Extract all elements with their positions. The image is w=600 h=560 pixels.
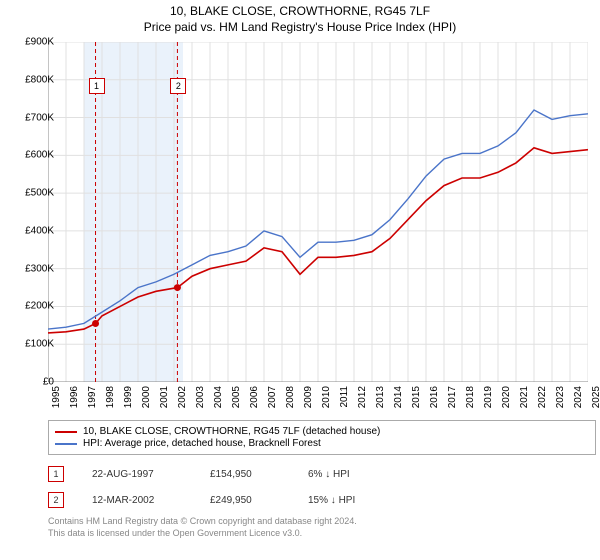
transaction-date: 22-AUG-1997 bbox=[92, 469, 182, 480]
x-tick-label: 2008 bbox=[285, 386, 296, 408]
event-marker: 2 bbox=[170, 78, 186, 94]
transaction-pct: 15% ↓ HPI bbox=[308, 495, 355, 506]
legend-label: 10, BLAKE CLOSE, CROWTHORNE, RG45 7LF (d… bbox=[83, 426, 380, 437]
chart-container: 10, BLAKE CLOSE, CROWTHORNE, RG45 7LF Pr… bbox=[0, 0, 600, 560]
legend-swatch bbox=[55, 443, 77, 445]
x-tick-label: 2025 bbox=[591, 386, 600, 408]
y-tick-label: £600K bbox=[25, 150, 54, 161]
legend: 10, BLAKE CLOSE, CROWTHORNE, RG45 7LF (d… bbox=[48, 420, 596, 455]
y-tick-label: £700K bbox=[25, 112, 54, 123]
y-tick-label: £200K bbox=[25, 301, 54, 312]
transaction-row: 2 12-MAR-2002 £249,950 15% ↓ HPI bbox=[48, 492, 355, 508]
chart-area bbox=[48, 42, 588, 382]
x-tick-label: 2005 bbox=[231, 386, 242, 408]
x-tick-label: 2015 bbox=[411, 386, 422, 408]
x-tick-label: 2019 bbox=[483, 386, 494, 408]
x-tick-label: 2011 bbox=[339, 386, 350, 408]
x-tick-label: 2018 bbox=[465, 386, 476, 408]
footer-line2: This data is licensed under the Open Gov… bbox=[48, 528, 357, 540]
transaction-pct: 6% ↓ HPI bbox=[308, 469, 350, 480]
y-tick-label: £100K bbox=[25, 339, 54, 350]
x-tick-label: 2004 bbox=[213, 386, 224, 408]
x-tick-label: 2007 bbox=[267, 386, 278, 408]
title-address: 10, BLAKE CLOSE, CROWTHORNE, RG45 7LF bbox=[0, 4, 600, 18]
transaction-date: 12-MAR-2002 bbox=[92, 495, 182, 506]
x-tick-label: 2020 bbox=[501, 386, 512, 408]
x-tick-label: 2010 bbox=[321, 386, 332, 408]
x-tick-label: 2024 bbox=[573, 386, 584, 408]
chart-titles: 10, BLAKE CLOSE, CROWTHORNE, RG45 7LF Pr… bbox=[0, 0, 600, 34]
transaction-rows: 1 22-AUG-1997 £154,950 6% ↓ HPI 2 12-MAR-2002… bbox=[48, 466, 355, 518]
legend-item: HPI: Average price, detached house, Brac… bbox=[55, 438, 589, 449]
x-tick-label: 2002 bbox=[177, 386, 188, 408]
x-tick-label: 2012 bbox=[357, 386, 368, 408]
legend-item: 10, BLAKE CLOSE, CROWTHORNE, RG45 7LF (d… bbox=[55, 426, 589, 437]
legend-label: HPI: Average price, detached house, Brac… bbox=[83, 438, 321, 449]
transaction-marker: 1 bbox=[48, 466, 64, 482]
x-tick-label: 2014 bbox=[393, 386, 404, 408]
transaction-price: £249,950 bbox=[210, 495, 280, 506]
y-tick-label: £800K bbox=[25, 74, 54, 85]
x-tick-label: 2022 bbox=[537, 386, 548, 408]
y-tick-label: £300K bbox=[25, 263, 54, 274]
x-tick-label: 2001 bbox=[159, 386, 170, 408]
y-tick-label: £400K bbox=[25, 225, 54, 236]
x-tick-label: 2017 bbox=[447, 386, 458, 408]
transaction-row: 1 22-AUG-1997 £154,950 6% ↓ HPI bbox=[48, 466, 355, 482]
footer-line1: Contains HM Land Registry data © Crown c… bbox=[48, 516, 357, 528]
x-tick-label: 2006 bbox=[249, 386, 260, 408]
x-tick-label: 2003 bbox=[195, 386, 206, 408]
x-tick-label: 2013 bbox=[375, 386, 386, 408]
x-tick-label: 2009 bbox=[303, 386, 314, 408]
chart-svg bbox=[48, 42, 588, 382]
x-tick-label: 1998 bbox=[105, 386, 116, 408]
x-tick-label: 1999 bbox=[123, 386, 134, 408]
x-tick-label: 2016 bbox=[429, 386, 440, 408]
event-marker: 1 bbox=[89, 78, 105, 94]
y-tick-label: £500K bbox=[25, 188, 54, 199]
y-tick-label: £900K bbox=[25, 37, 54, 48]
x-tick-label: 2021 bbox=[519, 386, 530, 408]
x-tick-label: 2000 bbox=[141, 386, 152, 408]
footer-attribution: Contains HM Land Registry data © Crown c… bbox=[48, 516, 357, 539]
x-tick-label: 1995 bbox=[51, 386, 62, 408]
x-tick-label: 1996 bbox=[69, 386, 80, 408]
transaction-marker: 2 bbox=[48, 492, 64, 508]
x-tick-label: 1997 bbox=[87, 386, 98, 408]
x-tick-label: 2023 bbox=[555, 386, 566, 408]
legend-swatch bbox=[55, 431, 77, 433]
transaction-price: £154,950 bbox=[210, 469, 280, 480]
title-subtitle: Price paid vs. HM Land Registry's House … bbox=[0, 20, 600, 34]
